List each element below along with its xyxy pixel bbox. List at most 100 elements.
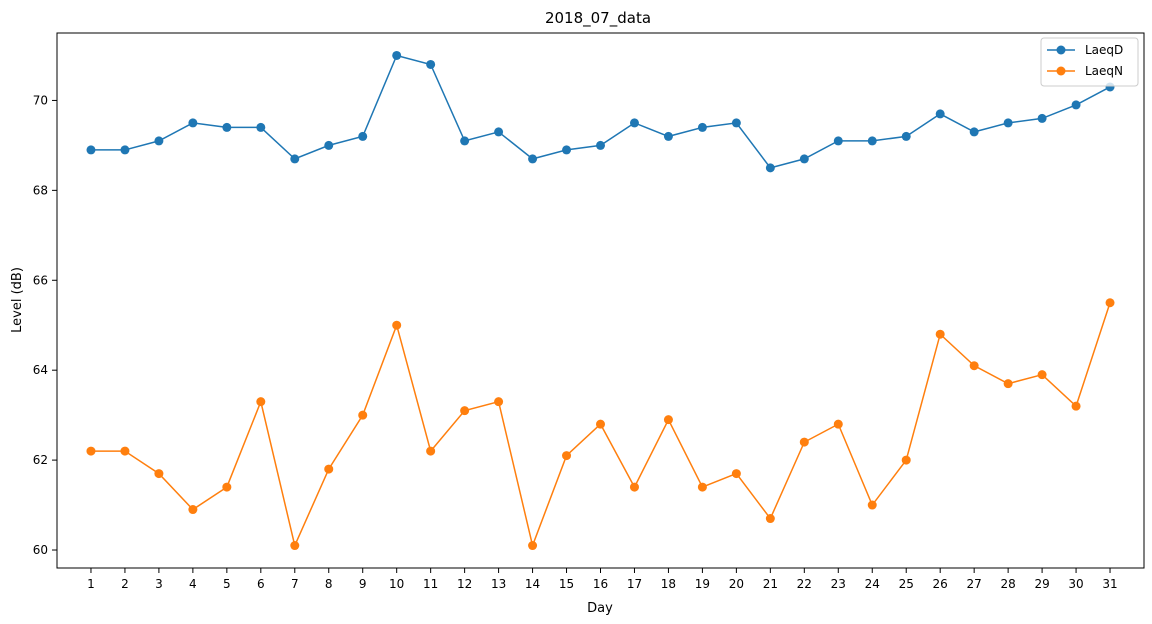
data-point-LaeqN xyxy=(358,410,368,420)
chart-title: 2018_07_data xyxy=(545,9,651,28)
legend: LaeqD LaeqN xyxy=(1040,37,1139,87)
data-point-LaeqN xyxy=(697,482,707,492)
data-point-LaeqD xyxy=(358,131,368,141)
data-point-LaeqD xyxy=(697,122,707,132)
x-axis-label: Day xyxy=(587,601,613,616)
x-tick-label: 24 xyxy=(865,577,880,591)
plot-frame xyxy=(56,32,1145,569)
data-point-LaeqD xyxy=(256,122,266,132)
data-point-LaeqN xyxy=(154,469,164,479)
x-tick-label: 16 xyxy=(593,577,608,591)
data-point-LaeqN xyxy=(1071,401,1081,411)
data-point-LaeqN xyxy=(426,446,436,456)
x-tick-label: 23 xyxy=(831,577,846,591)
data-point-LaeqD xyxy=(154,136,164,146)
x-tick-label: 17 xyxy=(627,577,642,591)
data-point-LaeqN xyxy=(1003,379,1013,389)
data-point-LaeqD xyxy=(833,136,843,146)
x-tick-label: 31 xyxy=(1102,577,1117,591)
data-point-LaeqD xyxy=(1071,100,1081,110)
x-tick-label: 29 xyxy=(1034,577,1049,591)
data-point-LaeqD xyxy=(392,50,402,60)
data-point-LaeqN xyxy=(528,541,538,551)
data-point-LaeqD xyxy=(765,163,775,173)
data-point-LaeqN xyxy=(256,397,266,407)
x-tick-label: 30 xyxy=(1068,577,1083,591)
x-tick-label: 12 xyxy=(457,577,472,591)
data-point-LaeqN xyxy=(188,505,198,515)
x-tick-label: 1 xyxy=(87,577,95,591)
y-tick-label: 68 xyxy=(33,183,48,197)
data-point-LaeqD xyxy=(1003,118,1013,128)
x-tick-label: 7 xyxy=(291,577,299,591)
data-point-LaeqN xyxy=(324,464,334,474)
legend-entry: LaeqD xyxy=(1047,43,1123,57)
data-point-LaeqN xyxy=(663,415,673,425)
data-point-LaeqN xyxy=(969,361,979,371)
data-point-LaeqN xyxy=(935,329,945,339)
y-tick-label: 70 xyxy=(33,93,48,107)
plot-area xyxy=(86,50,1115,551)
y-tick-label: 60 xyxy=(33,543,48,557)
legend-label: LaeqN xyxy=(1085,64,1123,78)
x-tick-label: 18 xyxy=(661,577,676,591)
data-point-LaeqN xyxy=(494,397,504,407)
x-tick-label: 8 xyxy=(325,577,333,591)
data-point-LaeqD xyxy=(324,140,334,150)
x-tick-label: 19 xyxy=(695,577,710,591)
data-point-LaeqN xyxy=(765,514,775,524)
x-tick-label: 28 xyxy=(1000,577,1015,591)
y-tick-label: 64 xyxy=(33,363,48,377)
data-point-LaeqD xyxy=(731,118,741,128)
x-tick-label: 13 xyxy=(491,577,506,591)
y-axis: 60 62 64 66 68 70 xyxy=(33,93,57,557)
x-tick-label: 11 xyxy=(423,577,438,591)
data-point-LaeqD xyxy=(528,154,538,164)
legend-marker xyxy=(1056,45,1066,55)
data-point-LaeqN xyxy=(290,541,300,551)
data-point-LaeqN xyxy=(731,469,741,479)
x-tick-label: 5 xyxy=(223,577,231,591)
x-tick-label: 27 xyxy=(967,577,982,591)
data-point-LaeqD xyxy=(969,127,979,137)
data-point-LaeqD xyxy=(290,154,300,164)
data-point-LaeqN xyxy=(392,320,402,330)
data-point-LaeqD xyxy=(222,122,232,132)
series-LaeqD xyxy=(86,50,1115,173)
data-point-LaeqD xyxy=(935,109,945,119)
data-point-LaeqN xyxy=(867,500,877,510)
data-point-LaeqN xyxy=(562,451,572,461)
data-point-LaeqN xyxy=(1105,298,1115,308)
data-point-LaeqD xyxy=(120,145,130,155)
data-point-LaeqD xyxy=(1037,113,1047,123)
data-point-LaeqN xyxy=(901,455,911,465)
data-point-LaeqD xyxy=(562,145,572,155)
data-point-LaeqN xyxy=(1037,370,1047,380)
x-tick-label: 10 xyxy=(389,577,404,591)
legend-label: LaeqD xyxy=(1085,43,1123,57)
x-tick-label: 9 xyxy=(359,577,367,591)
data-point-LaeqD xyxy=(426,59,436,69)
x-tick-label: 4 xyxy=(189,577,197,591)
data-point-LaeqD xyxy=(188,118,198,128)
x-tick-label: 15 xyxy=(559,577,574,591)
data-point-LaeqN xyxy=(120,446,130,456)
data-point-LaeqN xyxy=(222,482,232,492)
data-point-LaeqD xyxy=(867,136,877,146)
x-tick-label: 2 xyxy=(121,577,129,591)
x-tick-label: 14 xyxy=(525,577,540,591)
legend-marker xyxy=(1056,66,1066,76)
y-tick-label: 62 xyxy=(33,453,48,467)
x-tick-label: 21 xyxy=(763,577,778,591)
data-point-LaeqN xyxy=(833,419,843,429)
data-point-LaeqD xyxy=(799,154,809,164)
data-point-LaeqN xyxy=(629,482,639,492)
x-tick-label: 26 xyxy=(933,577,948,591)
data-point-LaeqD xyxy=(494,127,504,137)
data-point-LaeqN xyxy=(596,419,605,429)
data-point-LaeqD xyxy=(460,136,470,146)
series-line-LaeqD xyxy=(90,54,1111,169)
legend-entry: LaeqN xyxy=(1047,64,1123,78)
y-axis-label: Level (dB) xyxy=(10,267,25,333)
